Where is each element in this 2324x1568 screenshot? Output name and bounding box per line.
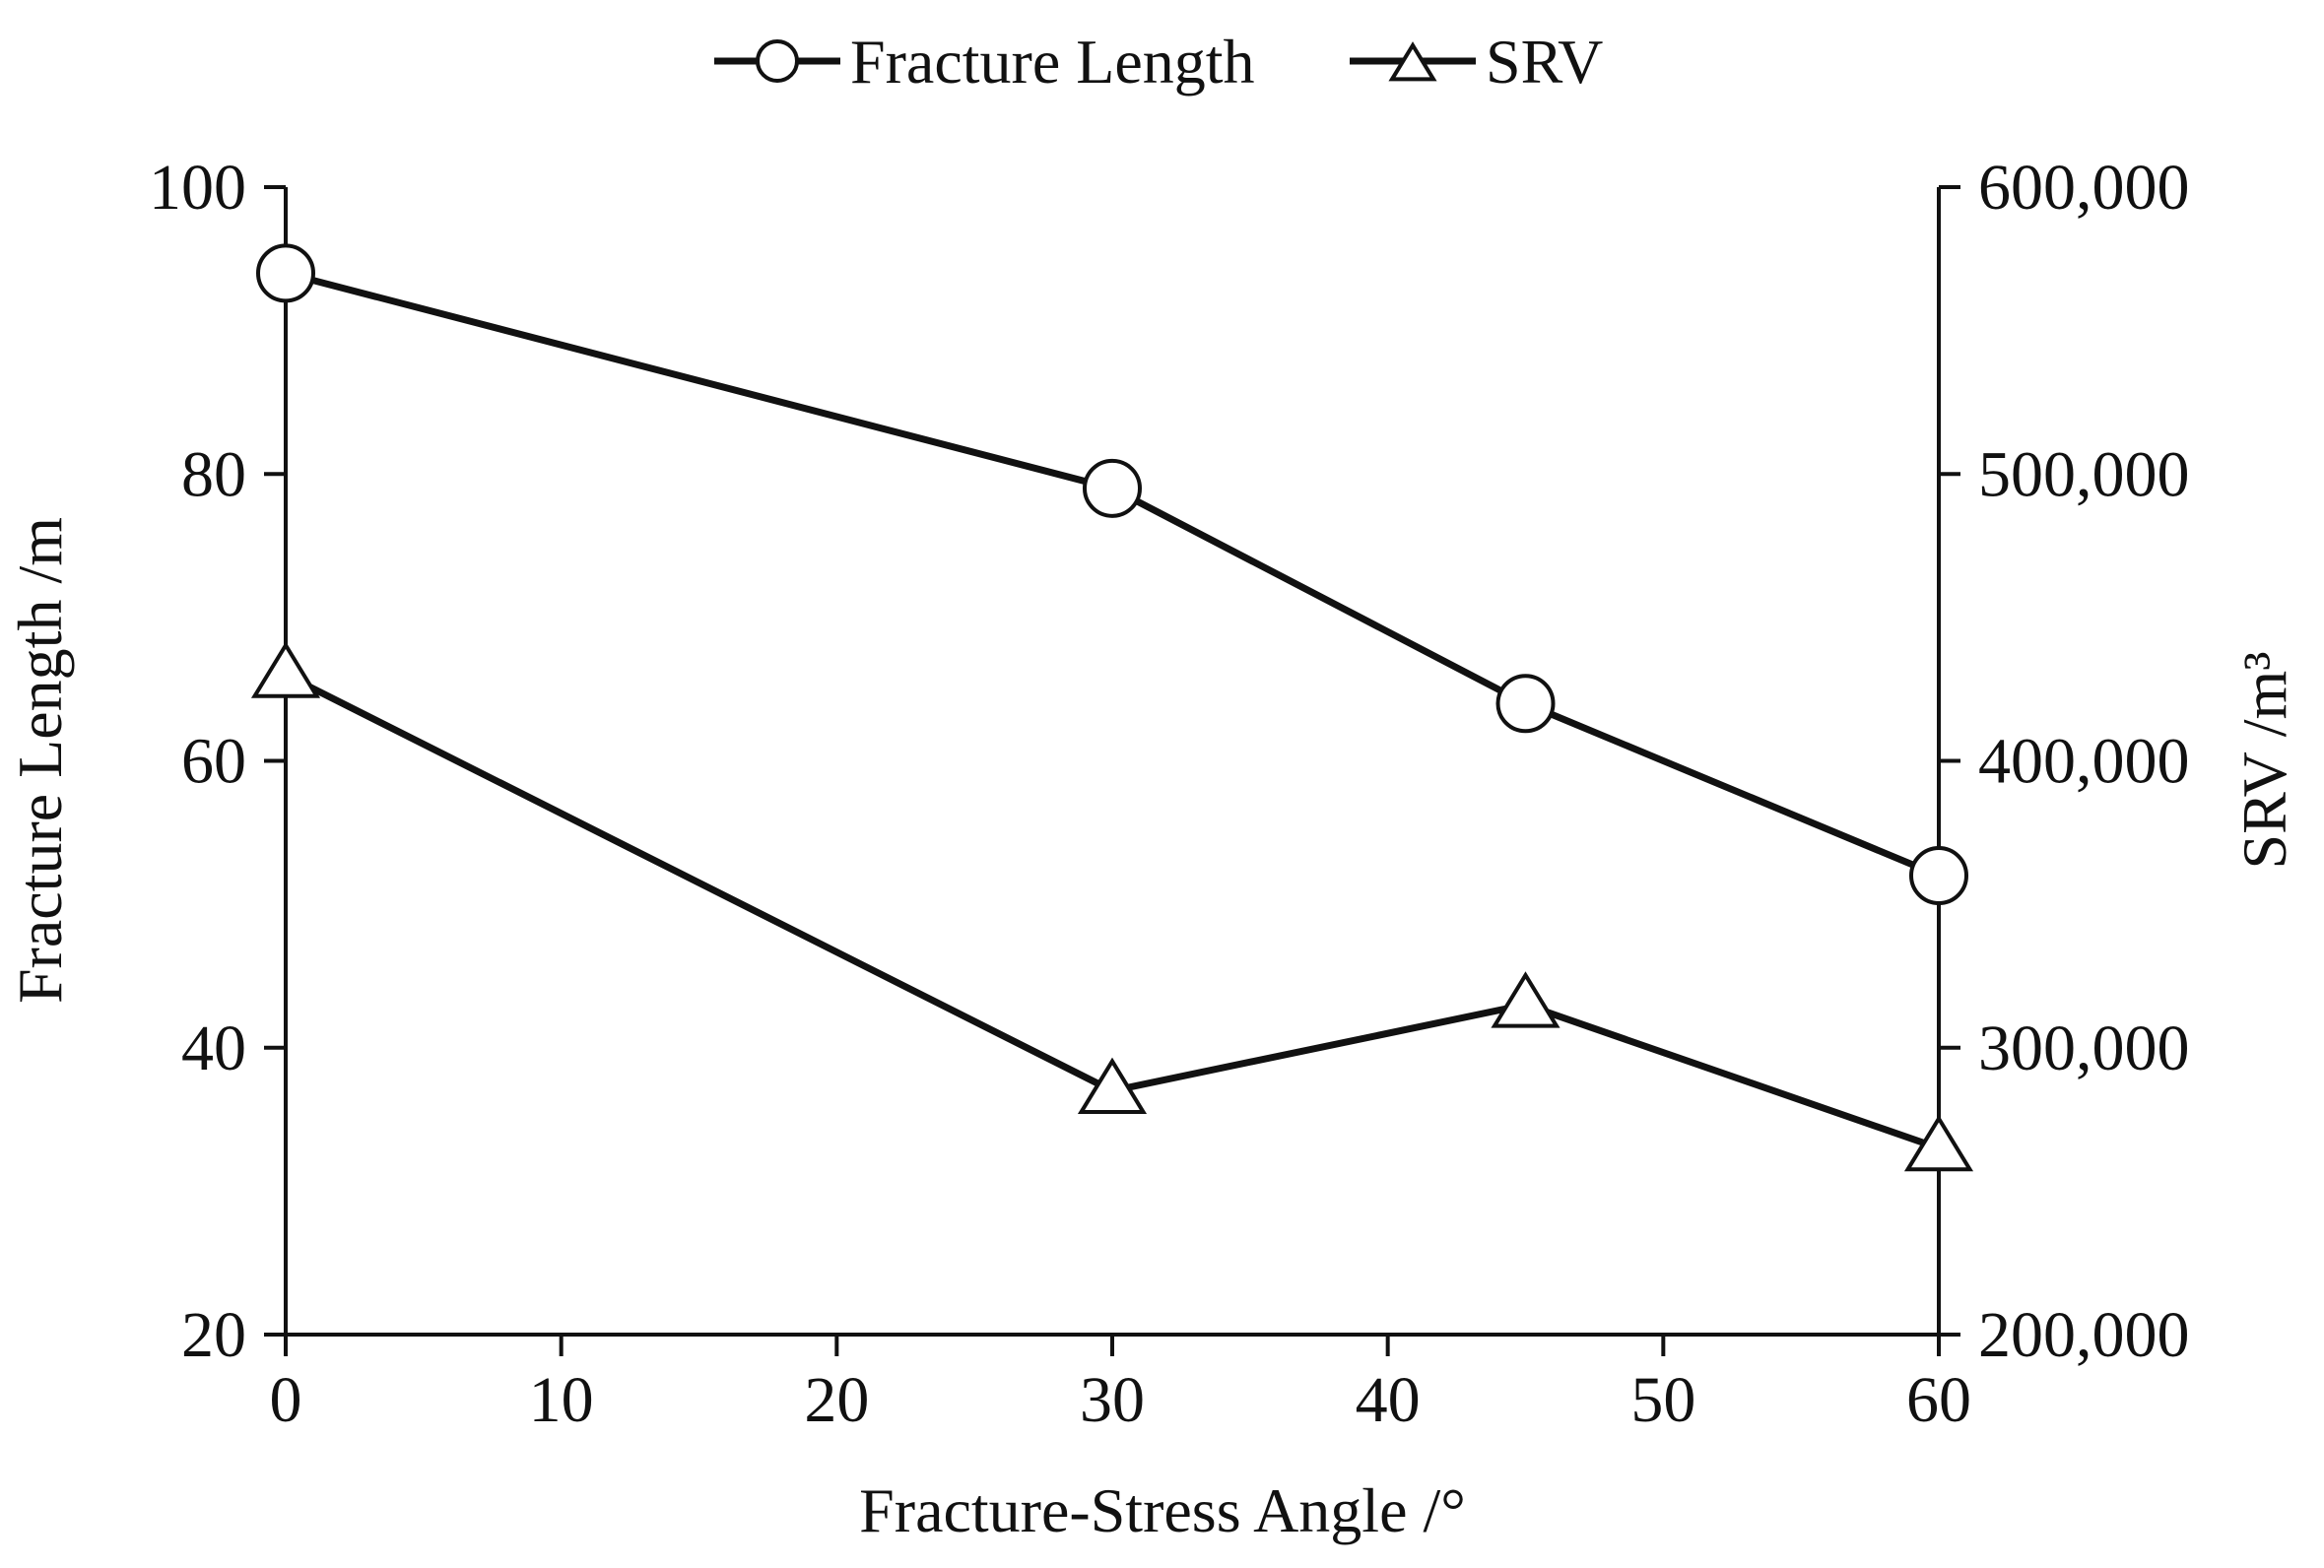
legend-label: SRV bbox=[1486, 27, 1603, 97]
data-point-fracture-length bbox=[1909, 846, 1968, 905]
y-left-tick-label: 40 bbox=[181, 1013, 246, 1084]
x-tick-label: 0 bbox=[270, 1364, 302, 1436]
x-tick-label: 60 bbox=[1906, 1364, 1971, 1436]
series-fracture-length bbox=[256, 243, 1968, 905]
series-layer bbox=[250, 243, 1974, 1172]
x-tick-label: 50 bbox=[1630, 1364, 1695, 1436]
data-point-srv bbox=[1491, 971, 1560, 1028]
axes: 0 10 20 30 40 50 60 20 40 60 80 100 200,000 300,000 40… bbox=[149, 152, 2190, 1436]
data-point-srv bbox=[250, 641, 321, 698]
series-line-fracture-length bbox=[285, 269, 1941, 880]
legend-circle-marker bbox=[756, 39, 799, 83]
data-point-fracture-length bbox=[1083, 458, 1142, 518]
y-right-tick-label: 600,000 bbox=[1978, 152, 2190, 224]
y-left-tick-label: 100 bbox=[149, 152, 246, 224]
series-line-srv bbox=[284, 671, 1941, 1151]
y-left-axis-title: Fracture Length /m bbox=[5, 517, 75, 1004]
legend: Fracture Length SRV bbox=[714, 27, 1603, 97]
x-tick-label: 20 bbox=[804, 1364, 869, 1436]
legend-triangle-marker bbox=[1388, 41, 1437, 82]
legend-label: Fracture Length bbox=[850, 27, 1255, 97]
data-point-srv bbox=[1903, 1114, 1974, 1172]
legend-item-fracture-length: Fracture Length bbox=[714, 27, 1255, 97]
y-left-tick-label: 20 bbox=[181, 1299, 246, 1371]
y-left-tick-label: 80 bbox=[181, 438, 246, 510]
x-tick-label: 40 bbox=[1356, 1364, 1421, 1436]
legend-item-srv: SRV bbox=[1350, 27, 1603, 97]
series-srv bbox=[250, 641, 1974, 1172]
data-point-srv bbox=[1077, 1057, 1148, 1115]
data-point-fracture-length bbox=[1495, 674, 1556, 734]
data-point-fracture-length bbox=[256, 243, 315, 303]
y-right-tick-label: 500,000 bbox=[1978, 438, 2190, 510]
y-left-tick-label: 60 bbox=[181, 726, 246, 798]
y-right-tick-label: 400,000 bbox=[1978, 726, 2190, 798]
x-axis-title: Fracture-Stress Angle /° bbox=[859, 1475, 1466, 1545]
y-right-tick-label: 200,000 bbox=[1978, 1299, 2190, 1371]
y-right-axis-title: SRV /m³ bbox=[2229, 652, 2299, 870]
x-tick-label: 30 bbox=[1080, 1364, 1145, 1436]
x-tick-label: 10 bbox=[529, 1364, 594, 1436]
y-right-tick-label: 300,000 bbox=[1978, 1013, 2190, 1084]
